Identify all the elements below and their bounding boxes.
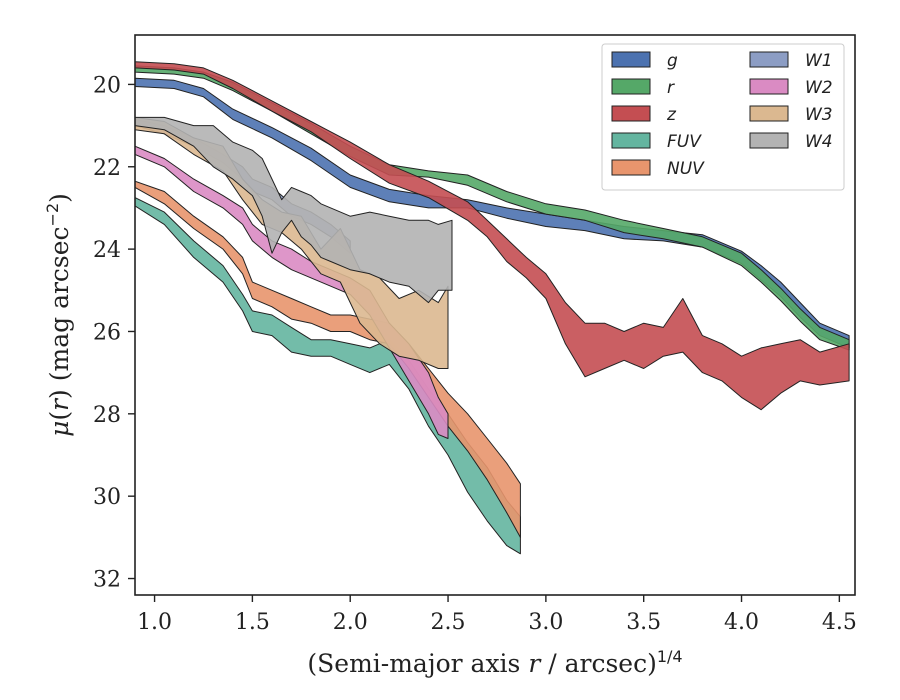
legend-swatch: [611, 105, 651, 122]
legend-label: g: [667, 51, 678, 71]
series-band-fuv: [135, 197, 521, 555]
y-tick-label: 28: [93, 403, 121, 428]
x-tick-label: 2.5: [431, 610, 466, 635]
legend-item-nuv: NUV: [611, 159, 705, 179]
legend-item-z: z: [611, 105, 677, 125]
legend-item-g: g: [611, 51, 678, 71]
x-tick-label: 1.5: [235, 610, 270, 635]
x-tick-label: 4.0: [724, 610, 759, 635]
y-tick-label: 26: [93, 320, 121, 345]
legend-swatch: [611, 159, 651, 176]
y-tick-label: 22: [93, 156, 121, 181]
legend-label: FUV: [667, 132, 702, 152]
legend-label: W2: [805, 78, 833, 98]
y-tick-label: 24: [93, 238, 121, 263]
legend-label: z: [666, 105, 677, 125]
legend-swatch: [749, 132, 789, 149]
series-band-nuv: [135, 180, 521, 538]
plot-frame: [134, 34, 856, 596]
legend-item-w2: W2: [749, 78, 833, 98]
legend-swatch: [749, 78, 789, 95]
legend: grz FUV NUV W1 W2 W3 W4: [601, 43, 845, 191]
legend-swatch: [611, 51, 651, 68]
legend-label: NUV: [667, 159, 705, 179]
legend-item-r: r: [611, 78, 675, 98]
legend-swatch: [749, 51, 789, 68]
series-band-w4: [135, 116, 453, 304]
legend-item-fuv: FUV: [611, 132, 702, 152]
legend-swatch: [611, 132, 651, 149]
legend-label: W1: [805, 51, 833, 71]
x-tick-label: 3.0: [528, 610, 563, 635]
legend-swatch: [749, 105, 789, 122]
legend-item-w1: W1: [749, 51, 833, 71]
series-bands: [135, 61, 850, 555]
x-tick-label: 4.5: [822, 610, 857, 635]
legend-swatch: [611, 78, 651, 95]
legend-label: W3: [805, 105, 833, 125]
y-axis-label: μ(r) (mag arcsec−2): [43, 193, 74, 437]
y-axis: 20 22 24 26 28 30 32: [93, 73, 135, 593]
legend-item-w3: W3: [749, 105, 833, 125]
series-band-z: [135, 61, 850, 411]
y-tick-label: 20: [93, 73, 121, 98]
x-tick-label: 2.0: [333, 610, 368, 635]
plot-area: [135, 61, 850, 555]
x-axis: 1.0 1.5 2.0 2.5 3.0 3.5 4.0 4.5: [137, 595, 857, 635]
y-tick-label: 32: [93, 568, 121, 593]
legend-label: W4: [805, 132, 833, 152]
x-axis-label: (Semi-major axis r / arcsec)1/4: [307, 647, 682, 678]
x-tick-label: 3.5: [626, 610, 661, 635]
y-tick-label: 30: [93, 485, 121, 510]
series-band-w2: [135, 145, 449, 439]
legend-label: r: [667, 78, 675, 98]
x-tick-label: 1.0: [137, 610, 172, 635]
legend-item-w4: W4: [749, 132, 833, 152]
